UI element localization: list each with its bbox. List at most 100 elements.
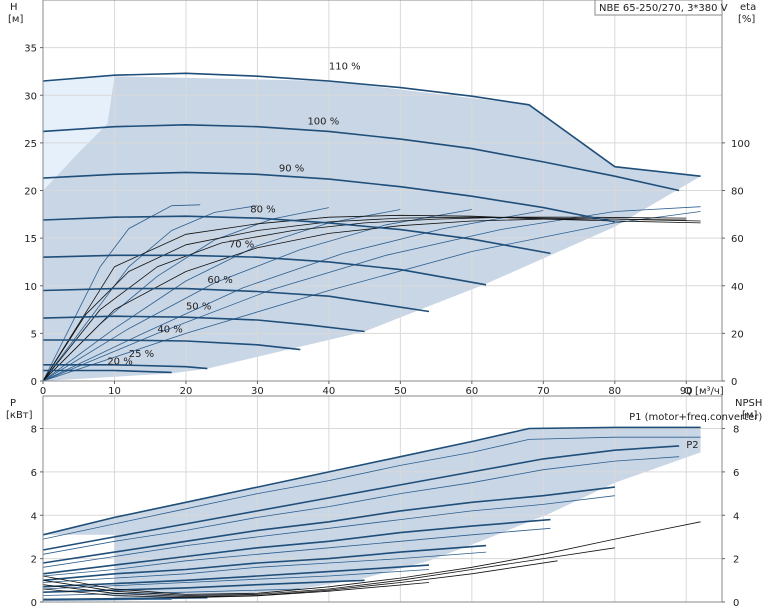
eta-tick-label: 40 xyxy=(731,282,744,293)
power-curve xyxy=(42,445,680,551)
speed-label: 80 % xyxy=(250,204,275,215)
efficiency-curve xyxy=(42,214,701,382)
y-tick-label: 30 xyxy=(24,91,37,102)
y-tick-label: 4 xyxy=(31,511,37,522)
head-curve xyxy=(42,215,551,255)
npsh-tick-label: 4 xyxy=(733,511,739,522)
x-tick-label: 0 xyxy=(40,386,46,397)
title-box: NBE 65-250/270, 3*380 V xyxy=(594,0,728,16)
speed-label: 20 % xyxy=(107,357,132,368)
npsh-axis-unit: [м] xyxy=(742,410,757,421)
x-tick-label: 60 xyxy=(465,386,478,397)
eta-tick-label: 60 xyxy=(731,234,744,245)
y-axis-label: H xyxy=(10,2,18,13)
speed-label: 90 % xyxy=(279,163,304,174)
y-tick-label: 0 xyxy=(31,377,37,388)
power-curve xyxy=(42,564,430,588)
y-tick-label: 0 xyxy=(31,598,37,609)
npsh-tick-label: 6 xyxy=(733,468,739,479)
y-tick-label: 25 xyxy=(24,139,37,150)
eta-axis-unit: [%] xyxy=(738,14,755,25)
y-tick-label: 8 xyxy=(31,425,37,436)
efficiency-curve xyxy=(42,216,701,382)
power-curve xyxy=(42,544,487,582)
power-curve xyxy=(42,456,680,555)
npsh-tick-label: 2 xyxy=(733,555,739,566)
power-curve xyxy=(42,596,208,601)
head-curve xyxy=(43,364,208,370)
eta-tick-label: 100 xyxy=(731,139,750,150)
npsh-curve xyxy=(42,560,558,598)
head-curve xyxy=(43,369,172,374)
npsh-curve xyxy=(42,547,615,596)
x-tick-label: 10 xyxy=(108,386,121,397)
x-tick-label: 20 xyxy=(180,386,193,397)
head-plot: 110 %100 %90 %80 %70 %60 %50 %40 %25 %20… xyxy=(8,0,756,397)
y-tick-label: 5 xyxy=(31,329,37,340)
system-curve xyxy=(42,209,472,382)
x-tick-label: 90 xyxy=(680,386,693,397)
head-curve xyxy=(43,339,301,351)
x-tick-label: 40 xyxy=(323,386,336,397)
system-curve xyxy=(42,205,258,382)
speed-label: 110 % xyxy=(329,61,361,72)
power-curve xyxy=(42,569,430,590)
system-curve xyxy=(42,210,544,382)
eta-tick-label: 20 xyxy=(731,329,744,340)
speed-label: 100 % xyxy=(307,117,339,128)
speed-label: 40 % xyxy=(157,324,182,335)
power-curve xyxy=(42,599,172,601)
y-tick-label: 10 xyxy=(24,282,37,293)
y-tick-label: 35 xyxy=(24,44,37,55)
y-axis-label: P xyxy=(10,398,16,409)
head-curve xyxy=(42,171,615,223)
head-curve xyxy=(42,315,365,333)
head-curve xyxy=(42,287,430,313)
npsh-curve xyxy=(42,582,430,599)
x-tick-label: 30 xyxy=(251,386,264,397)
power-curve xyxy=(42,436,701,540)
efficiency-curve xyxy=(42,218,687,382)
y-tick-label: 15 xyxy=(24,234,37,245)
speed-label: 25 % xyxy=(129,349,154,360)
curve-label: P1 (motor+freq.converter) xyxy=(629,412,762,423)
y-axis-unit: [кВт] xyxy=(6,410,33,421)
x-tick-label: 70 xyxy=(537,386,550,397)
power-plot: 0 2 4 6 8 0 2 4 6 8 P1 (motor+freq.converter) P2 P[к… xyxy=(6,395,762,609)
npsh-curve xyxy=(42,521,701,595)
y-axis-unit: [м] xyxy=(8,14,23,25)
speed-label: 70 % xyxy=(229,240,254,251)
eta-axis-label: eta xyxy=(740,2,756,13)
system-curve xyxy=(42,209,401,382)
x-tick-label: 80 xyxy=(608,386,621,397)
system-curve xyxy=(42,204,201,382)
head-curve xyxy=(42,254,487,286)
npsh-tick-label: 0 xyxy=(733,598,739,609)
power-curve xyxy=(42,495,615,568)
power-envelope xyxy=(43,427,701,600)
system-curve xyxy=(42,206,701,382)
power-curve xyxy=(42,551,487,583)
npsh-tick-label: 8 xyxy=(733,425,739,436)
power-curve xyxy=(42,426,701,536)
eta-tick-label: 80 xyxy=(731,187,744,198)
npsh-axis-label: NPSH xyxy=(735,398,762,409)
head-curve xyxy=(42,123,680,192)
head-curve xyxy=(42,72,701,177)
speed-label: 50 % xyxy=(186,301,211,312)
x-axis-label: Q [м³/ч] xyxy=(684,386,724,397)
operating-envelope-light xyxy=(43,76,115,191)
y-tick-label: 2 xyxy=(31,555,37,566)
power-curve xyxy=(42,527,551,577)
y-tick-label: 20 xyxy=(24,187,37,198)
title-text: NBE 65-250/270, 3*380 V xyxy=(599,3,728,14)
speed-label: 60 % xyxy=(207,275,232,286)
power-curve xyxy=(42,518,551,575)
power-curve xyxy=(42,486,615,564)
x-tick-label: 50 xyxy=(394,386,407,397)
curve-label: P2 xyxy=(686,440,698,451)
power-frame xyxy=(42,395,723,603)
y-tick-label: 6 xyxy=(31,468,37,479)
